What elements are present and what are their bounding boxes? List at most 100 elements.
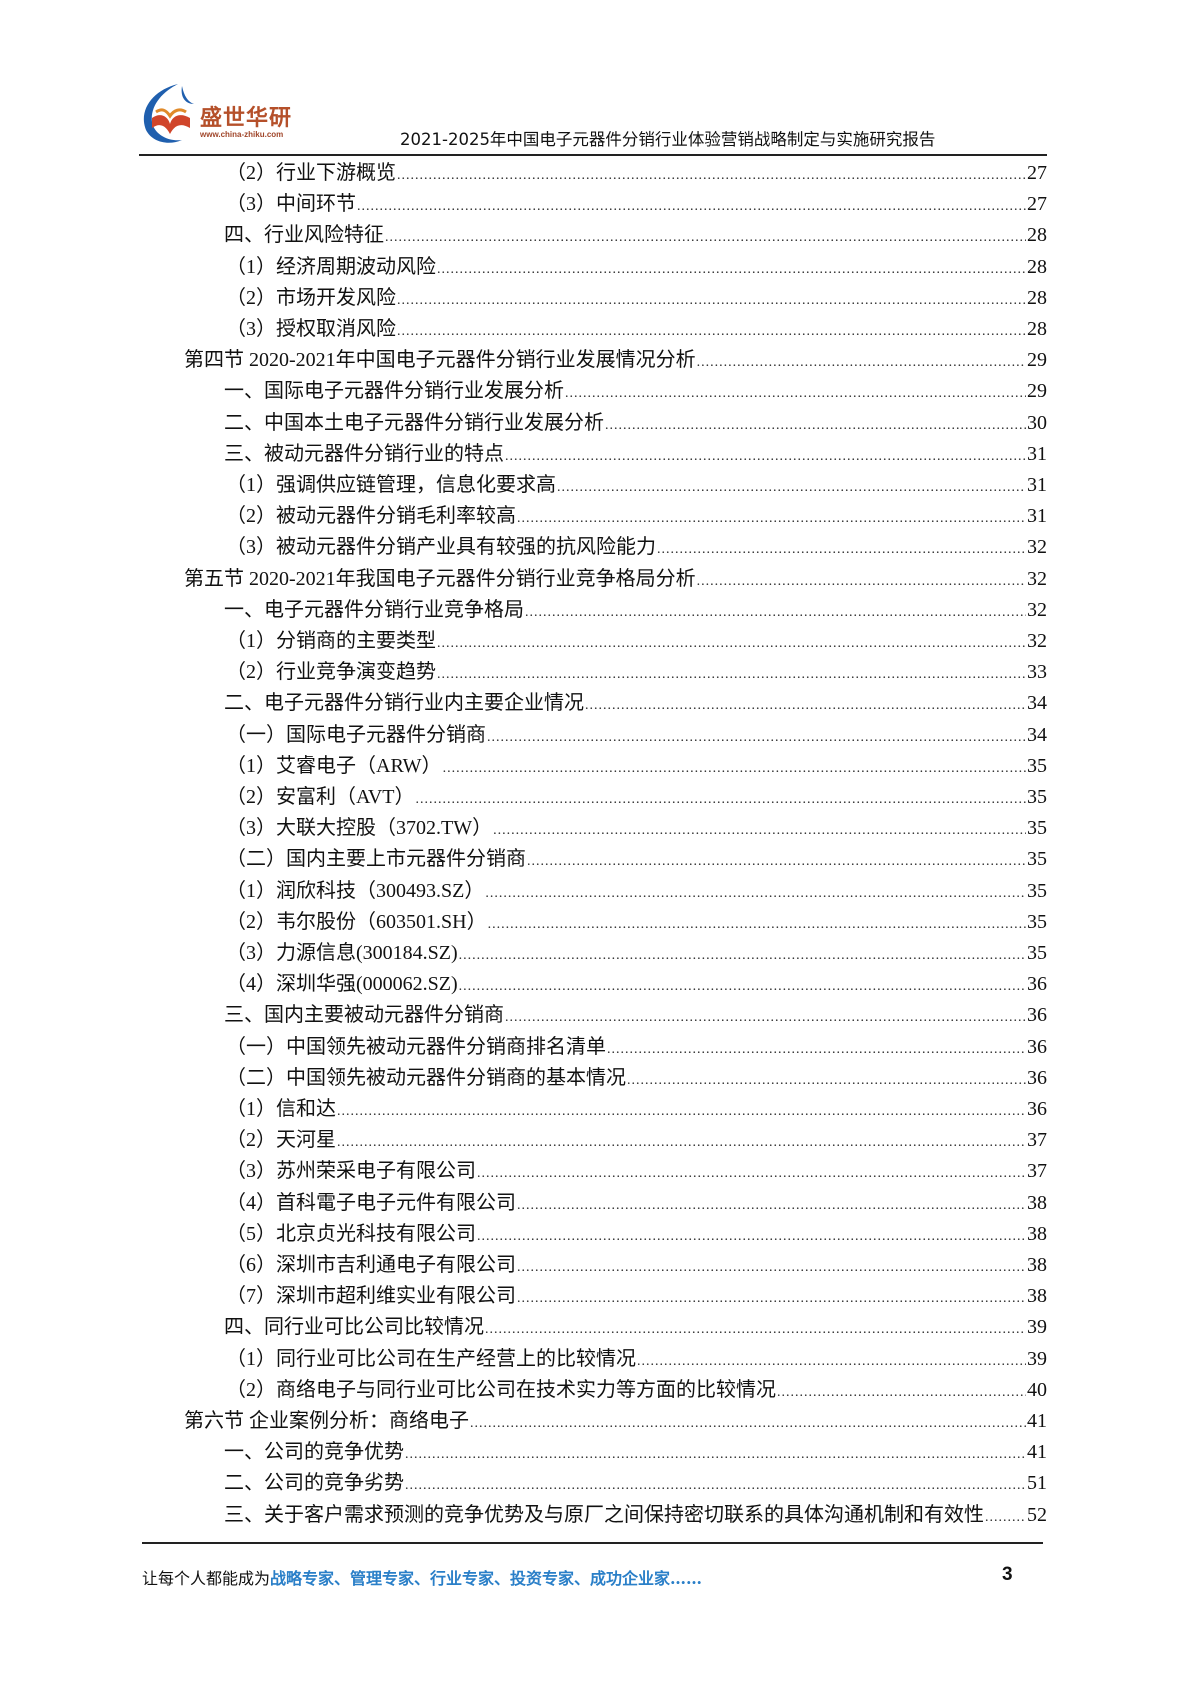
toc-entry[interactable]: （7）深圳市超利维实业有限公司 38	[226, 1281, 1047, 1312]
footer-slogan: 让每个人都能成为战略专家、管理专家、行业专家、投资专家、成功企业家……	[142, 1565, 702, 1589]
toc-entry[interactable]: （3）大联大控股（3702.TW） 35	[226, 813, 1047, 844]
toc-entry-title: 第六节 企业案例分析：商络电子	[184, 1410, 469, 1432]
toc-entry-title: （6）深圳市吉利通电子有限公司	[226, 1254, 516, 1276]
toc-entry-title: （2）行业竞争演变趋势	[226, 661, 436, 684]
toc-entry-page: 37	[1027, 1160, 1047, 1183]
footer-divider	[142, 1542, 1043, 1544]
toc-entry-title: （3）被动元器件分销产业具有较强的抗风险能力	[226, 536, 656, 559]
toc-entry[interactable]: （2）商络电子与同行业可比公司在技术实力等方面的比较情况 40	[226, 1375, 1047, 1406]
toc-entry[interactable]: （1）分销商的主要类型 32	[226, 626, 1047, 657]
toc-entry-title: 一、电子元器件分销行业竞争格局	[224, 598, 524, 621]
toc-entry-title: （2）市场开发风险	[226, 286, 396, 309]
dot-leader	[477, 1221, 1026, 1252]
toc-entry[interactable]: 三、被动元器件分销行业的特点 31	[224, 439, 1047, 470]
toc-entry[interactable]: （2）韦尔股份（603501.SH） 35	[226, 907, 1047, 938]
toc-entry[interactable]: （一）国际电子元器件分销商 34	[226, 720, 1047, 751]
dot-leader	[517, 1190, 1026, 1221]
dot-leader	[505, 441, 1026, 472]
toc-entry-title: （二）国内主要上市元器件分销商	[226, 848, 526, 871]
toc-entry-page: 35	[1027, 817, 1047, 840]
toc-entry[interactable]: （二）中国领先被动元器件分销商的基本情况 36	[226, 1063, 1047, 1094]
toc-entry[interactable]: 四、行业风险特征 28	[224, 220, 1047, 251]
toc-entry-title: （1）艾睿电子（ARW）	[226, 754, 442, 777]
toc-entry[interactable]: 第四节 2020-2021年中国电子元器件分销行业发展情况分析 29	[184, 345, 1047, 376]
dot-leader	[585, 690, 1026, 721]
toc-entry[interactable]: （1）经济周期波动风险 28	[226, 252, 1047, 283]
toc-entry[interactable]: （2）天河星 37	[226, 1125, 1047, 1156]
page-number: 3	[1002, 1564, 1013, 1585]
dot-leader	[437, 628, 1026, 659]
toc-entry[interactable]: （二）国内主要上市元器件分销商 35	[226, 844, 1047, 875]
toc-entry-title: （一）国际电子元器件分销商	[226, 723, 486, 746]
toc-entry-title: （1）同行业可比公司在生产经营上的比较情况	[226, 1347, 636, 1370]
toc-entry-title: （1）强调供应链管理，信息化要求高	[226, 474, 556, 496]
toc-entry[interactable]: 四、同行业可比公司比较情况 39	[224, 1312, 1047, 1343]
toc-entry[interactable]: （2）安富利（AVT） 35	[226, 782, 1047, 813]
toc-entry-title: 二、中国本土电子元器件分销行业发展分析	[224, 411, 604, 434]
toc-entry[interactable]: （2）行业竞争演变趋势 33	[226, 657, 1047, 688]
toc-entry[interactable]: （2）行业下游概览 27	[226, 158, 1047, 189]
toc-entry-title: （5）北京贞光科技有限公司	[226, 1222, 476, 1245]
toc-entry-title: （3）大联大控股（3702.TW）	[226, 817, 493, 840]
report-title: 2021-2025年中国电子元器件分销行业体验营销战略制定与实施研究报告	[400, 130, 936, 149]
toc-entry[interactable]: （4）首科電子电子元件有限公司 38	[226, 1188, 1047, 1219]
dot-leader	[337, 1127, 1026, 1158]
toc-entry[interactable]: （1）强调供应链管理，信息化要求高 31	[226, 470, 1047, 501]
dot-leader	[485, 1314, 1026, 1345]
dot-leader	[493, 815, 1026, 846]
toc-entry[interactable]: 二、电子元器件分销行业内主要企业情况 34	[224, 688, 1047, 719]
dot-leader	[605, 410, 1026, 441]
toc-entry[interactable]: （3）苏州荣采电子有限公司 37	[226, 1156, 1047, 1187]
toc-entry[interactable]: （1）润欣科技（300493.SZ） 35	[226, 876, 1047, 907]
toc-entry-page: 52	[1027, 1503, 1047, 1526]
toc-entry[interactable]: 第五节 2020-2021年我国电子元器件分销行业竞争格局分析 32	[184, 564, 1047, 595]
dot-leader	[657, 534, 1026, 565]
toc-entry-title: 一、国际电子元器件分销行业发展分析	[224, 380, 564, 403]
toc-entry-title: （1）经济周期波动风险	[226, 255, 436, 278]
toc-entry[interactable]: （3）被动元器件分销产业具有较强的抗风险能力 32	[226, 532, 1047, 563]
toc-entry[interactable]: （2）市场开发风险 28	[226, 283, 1047, 314]
dot-leader	[777, 1377, 1026, 1408]
toc-entry-page: 38	[1027, 1254, 1047, 1276]
logo-url: www.china-zhiku.com	[200, 130, 284, 139]
toc-entry[interactable]: （1）同行业可比公司在生产经营上的比较情况 39	[226, 1344, 1047, 1375]
toc-entry[interactable]: 三、国内主要被动元器件分销商 36	[224, 1000, 1047, 1031]
toc-entry-page: 33	[1027, 661, 1047, 684]
toc-entry[interactable]: （3）授权取消风险 28	[226, 314, 1047, 345]
toc-entry-page: 32	[1027, 598, 1047, 621]
toc-entry-title: （3）苏州荣采电子有限公司	[226, 1160, 476, 1183]
toc-entry-page: 31	[1027, 474, 1047, 496]
toc-entry[interactable]: 一、电子元器件分销行业竞争格局 32	[224, 595, 1047, 626]
toc-entry[interactable]: （1）艾睿电子（ARW） 35	[226, 751, 1047, 782]
dot-leader	[437, 254, 1026, 285]
toc-entry[interactable]: 一、国际电子元器件分销行业发展分析 29	[224, 376, 1047, 407]
toc-entry[interactable]: （1）信和达 36	[226, 1094, 1047, 1125]
toc-entry-page: 34	[1027, 692, 1047, 715]
toc-entry[interactable]: （6）深圳市吉利通电子有限公司 38	[226, 1250, 1047, 1281]
toc-entry-page: 40	[1027, 1378, 1047, 1401]
toc-entry[interactable]: 第六节 企业案例分析：商络电子 41	[184, 1406, 1047, 1437]
toc-entry-page: 36	[1027, 1035, 1047, 1058]
toc-entry-page: 38	[1027, 1222, 1047, 1245]
dot-leader	[527, 846, 1026, 877]
toc-entry-title: 四、行业风险特征	[224, 224, 384, 247]
toc-entry-page: 36	[1027, 973, 1047, 996]
toc-entry[interactable]: （2）被动元器件分销毛利率较高 31	[226, 501, 1047, 532]
toc-entry-page: 27	[1027, 162, 1047, 184]
toc-entry-title: （3）力源信息(300184.SZ)	[226, 942, 458, 964]
toc-entry[interactable]: （4）深圳华强(000062.SZ) 36	[226, 969, 1047, 1000]
dot-leader	[357, 191, 1026, 222]
toc-entry[interactable]: 二、中国本土电子元器件分销行业发展分析 30	[224, 408, 1047, 439]
toc-entry[interactable]: （3）力源信息(300184.SZ) 35	[226, 938, 1047, 969]
toc-entry[interactable]: （5）北京贞光科技有限公司 38	[226, 1219, 1047, 1250]
toc-entry[interactable]: 三、关于客户需求预测的竞争优势及与原厂之间保持密切联系的具体沟通机制和有效性 52	[224, 1500, 1047, 1531]
toc-entry[interactable]: 一、公司的竞争优势 41	[224, 1437, 1047, 1468]
dot-leader	[697, 347, 1026, 378]
toc-entry[interactable]: 二、公司的竞争劣势 51	[224, 1468, 1047, 1499]
toc-entry-page: 39	[1027, 1347, 1047, 1370]
dot-leader	[627, 1065, 1026, 1096]
toc-entry-page: 35	[1027, 942, 1047, 964]
toc-entry[interactable]: （3）中间环节 27	[226, 189, 1047, 220]
toc-entry-page: 41	[1027, 1410, 1047, 1432]
toc-entry[interactable]: （一）中国领先被动元器件分销商排名清单 36	[226, 1032, 1047, 1063]
